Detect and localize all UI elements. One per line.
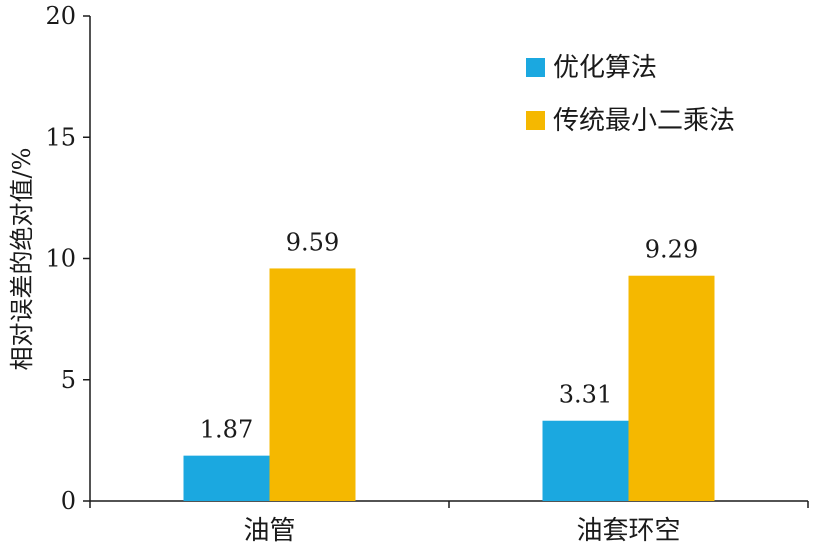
y-tick-label: 5 [61,366,76,394]
bar-value-label: 3.31 [559,381,612,409]
y-axis-title: 相对误差的绝对值/% [8,148,36,371]
y-tick-label: 15 [45,123,76,151]
legend-swatch [526,58,545,77]
y-tick-label: 10 [45,245,76,273]
bar-value-label: 9.59 [286,228,339,256]
x-category-label: 油管 [243,516,295,546]
data-labels: 1.87 9.59 3.31 9.29 [200,228,698,443]
legend-label: 传统最小二乘法 [553,106,735,136]
legend-swatch [526,111,545,130]
x-category-label: 油套环空 [576,516,680,546]
y-tick-label: 0 [61,487,76,515]
bars [183,268,715,501]
bar [628,275,715,501]
y-tick-label: 20 [45,2,76,30]
bar [542,420,629,501]
legend-label: 优化算法 [553,53,657,83]
axes: 0 5 10 15 20 油管 油套环空 [45,2,809,546]
bar [183,455,270,501]
bar-value-label: 9.29 [645,236,698,264]
bar-value-label: 1.87 [200,416,253,444]
bar [269,268,356,501]
